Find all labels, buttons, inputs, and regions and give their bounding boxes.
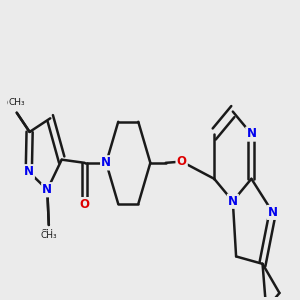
- Text: O: O: [177, 155, 187, 168]
- Text: N: N: [246, 128, 256, 140]
- Text: O: O: [80, 198, 90, 211]
- Text: N: N: [101, 156, 111, 169]
- Text: N: N: [24, 165, 34, 178]
- Text: CH₃: CH₃: [7, 99, 23, 108]
- Text: N: N: [268, 206, 278, 219]
- Text: N: N: [246, 128, 256, 140]
- Text: O: O: [177, 155, 187, 168]
- Text: N: N: [268, 206, 278, 219]
- Text: CH₃: CH₃: [40, 230, 57, 238]
- Text: N: N: [228, 195, 238, 208]
- Text: O: O: [80, 198, 90, 211]
- Text: N: N: [42, 183, 52, 196]
- Text: N: N: [42, 183, 52, 196]
- Text: CH₃: CH₃: [8, 98, 25, 107]
- Text: CH₃: CH₃: [40, 231, 57, 240]
- Text: N: N: [228, 195, 238, 208]
- Text: N: N: [101, 156, 111, 169]
- Text: N: N: [24, 165, 34, 178]
